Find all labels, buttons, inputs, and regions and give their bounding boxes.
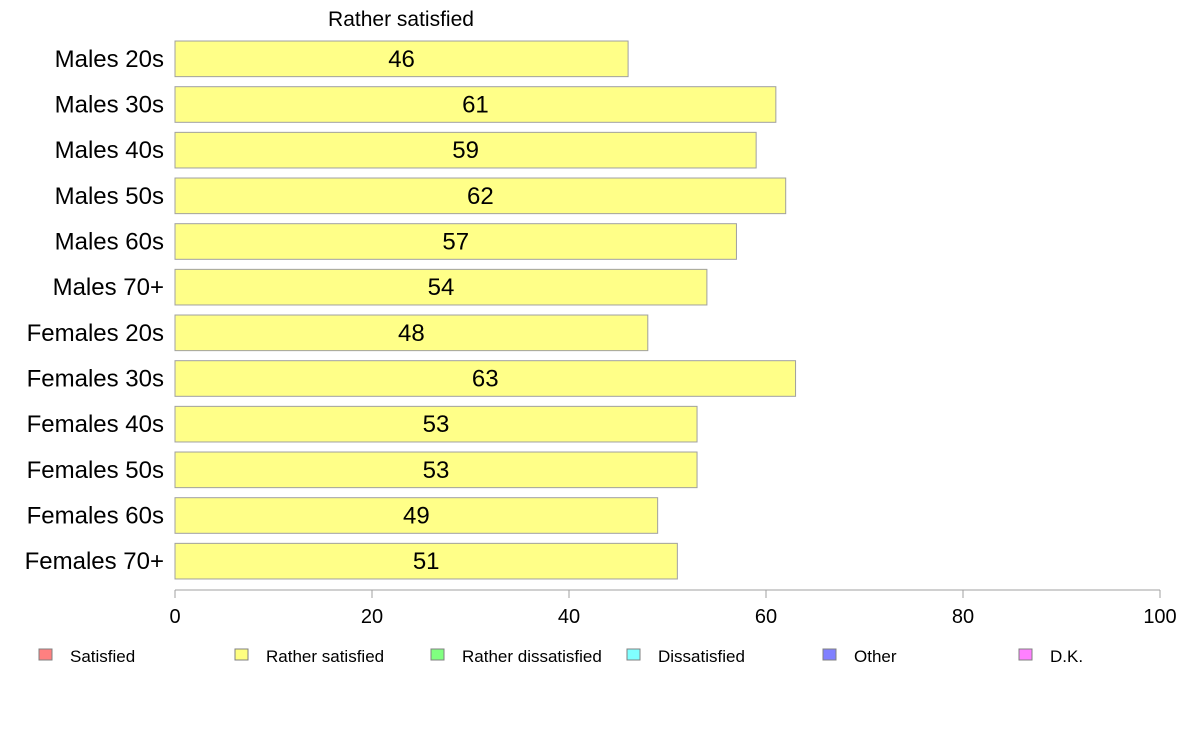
category-label: Females 60s: [27, 503, 164, 530]
value-label: 53: [423, 411, 450, 438]
category-label: Males 40s: [55, 137, 164, 164]
category-label: Females 30s: [27, 366, 164, 393]
chart-title: Rather satisfied: [328, 8, 474, 31]
value-label: 46: [388, 46, 415, 73]
legend-swatch: [38, 648, 53, 661]
value-label: 62: [467, 183, 494, 210]
value-label: 57: [442, 229, 469, 256]
bar: [174, 131, 757, 169]
x-axis: 0 20 40 60 80 100: [169, 589, 1177, 628]
value-label: 49: [403, 503, 430, 530]
category-label: Males 20s: [55, 46, 164, 73]
legend-label: D.K.: [1050, 647, 1083, 666]
legend-label: Rather satisfied: [266, 647, 384, 666]
category-label: Males 50s: [55, 183, 164, 210]
value-label: 61: [462, 92, 489, 119]
bar: [174, 314, 649, 352]
bar: [174, 405, 698, 443]
bar: [174, 497, 659, 534]
value-label: 53: [423, 457, 450, 484]
x-tick-label: 80: [952, 606, 974, 628]
legend-label: Dissatisfied: [658, 647, 745, 666]
category-label: Females 40s: [27, 411, 164, 438]
category-label: Females 20s: [27, 320, 164, 347]
bars-group: 46 Males 20s 61 Males 30s 59 Males 40s 62 Males…: [25, 40, 797, 580]
value-label: 51: [413, 548, 440, 575]
bar: [174, 86, 777, 123]
x-tick-label: 60: [755, 606, 777, 628]
bar: [174, 223, 737, 260]
category-label: Females 50s: [27, 457, 164, 484]
x-tick-label: 20: [361, 606, 383, 628]
category-label: Females 70+: [25, 548, 164, 575]
category-label: Males 30s: [55, 92, 164, 119]
legend-swatch: [626, 648, 641, 661]
bar: [174, 360, 797, 397]
value-label: 54: [428, 274, 455, 301]
bar: [174, 177, 787, 215]
bar: [174, 542, 678, 580]
x-tick-label: 40: [558, 606, 580, 628]
category-label: Males 60s: [55, 229, 164, 256]
legend-label: Other: [854, 647, 897, 666]
legend-swatch: [1018, 648, 1033, 661]
bar: [174, 451, 698, 489]
value-label: 63: [472, 366, 499, 393]
legend-swatch: [234, 648, 249, 661]
legend-label: Rather dissatisfied: [462, 647, 602, 666]
value-label: 59: [452, 137, 479, 164]
x-tick-label: 0: [169, 606, 180, 628]
bar: [174, 268, 708, 306]
legend-label: Satisfied: [70, 647, 135, 666]
legend-swatch: [822, 648, 837, 661]
bar: [174, 40, 629, 78]
category-label: Males 70+: [53, 274, 164, 301]
x-tick-label: 100: [1143, 606, 1176, 628]
legend-swatch: [430, 648, 445, 661]
legend: Satisfied Rather satisfied Rather dissatis…: [38, 647, 1083, 666]
value-label: 48: [398, 320, 425, 347]
